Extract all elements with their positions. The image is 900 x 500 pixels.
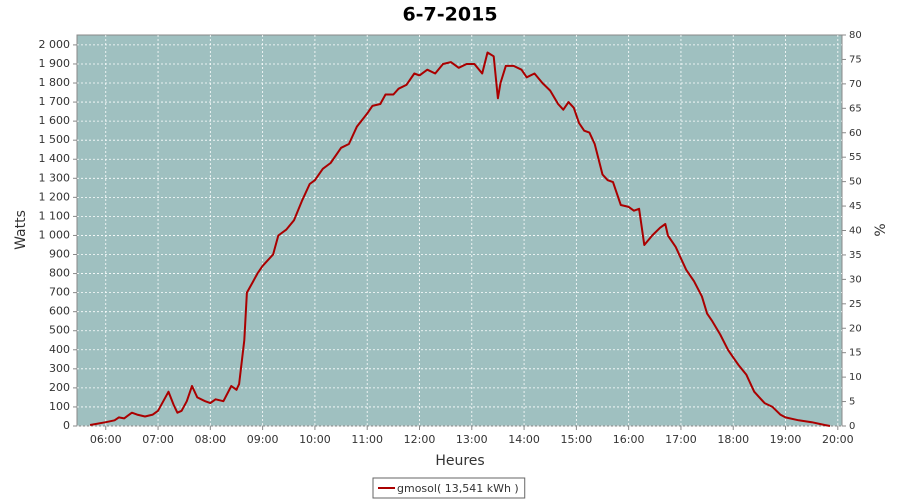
y2-tick-label: 60 [849,128,862,139]
y-tick-label: 800 [49,267,70,280]
y-tick-label: 1 700 [39,95,71,108]
x-tick-label: 10:00 [299,433,331,446]
y-tick-label: 2 000 [39,38,71,51]
y-tick-label: 1 200 [39,190,71,203]
y-tick-label: 1 600 [39,114,71,127]
y2-tick-label: 65 [849,103,862,114]
y-tick-label: 600 [49,305,70,318]
y-tick-label: 0 [63,419,70,432]
plot-area [76,34,843,427]
x-tick-label: 17:00 [665,433,697,446]
y-tick-label: 1 000 [39,228,71,241]
y2-tick-label: 55 [849,152,862,163]
y2-tick-label: 10 [849,372,862,383]
y-tick-label: 100 [49,400,70,413]
y2-tick-label: 75 [849,54,862,65]
y2-tick-label: 40 [849,226,862,237]
y2-tick-label: 0 [849,421,855,432]
chart-title: 6-7-2015 [402,4,497,26]
y-tick-label: 1 900 [39,57,71,70]
x-tick-label: 09:00 [247,433,279,446]
y-tick-label: 700 [49,286,70,299]
x-tick-label: 16:00 [613,433,645,446]
legend-label: gmosol( 13,541 kWh ) [397,482,519,495]
y-tick-label: 1 400 [39,152,71,165]
y-tick-label: 1 500 [39,133,71,146]
y2-tick-label: 35 [849,250,862,261]
y2-tick-label: 5 [849,397,855,408]
x-tick-label: 14:00 [508,433,540,446]
x-tick-label: 13:00 [456,433,488,446]
y2-tick-label: 30 [849,274,862,285]
y2-axis-label: % [873,223,889,236]
y2-tick-label: 20 [849,323,862,334]
x-tick-label: 19:00 [770,433,802,446]
x-tick-label: 18:00 [717,433,749,446]
x-axis-label: Heures [435,453,484,469]
x-tick-label: 07:00 [142,433,174,446]
y2-tick-label: 45 [849,201,862,212]
y-tick-label: 1 800 [39,76,71,89]
y2-tick-label: 50 [849,177,862,188]
y-tick-label: 900 [49,248,70,261]
y-tick-label: 400 [49,343,70,356]
y2-tick-label: 80 [849,30,862,41]
y2-tick-label: 70 [849,79,862,90]
y2-tick-label: 15 [849,348,862,359]
y-tick-label: 200 [49,381,70,394]
x-tick-label: 08:00 [194,433,226,446]
y-tick-label: 300 [49,362,70,375]
x-tick-label: 12:00 [404,433,436,446]
data-line [89,51,831,427]
y2-tick-label: 25 [849,299,862,310]
y-tick-label: 500 [49,324,70,337]
y-tick-label: 1 300 [39,171,71,184]
x-tick-label: 06:00 [90,433,122,446]
legend-box [372,477,526,499]
y-tick-label: 1 100 [39,209,71,222]
x-tick-label: 11:00 [351,433,383,446]
x-tick-label: 15:00 [561,433,593,446]
x-tick-label: 20:00 [822,433,854,446]
y-axis-label: Watts [13,210,29,250]
